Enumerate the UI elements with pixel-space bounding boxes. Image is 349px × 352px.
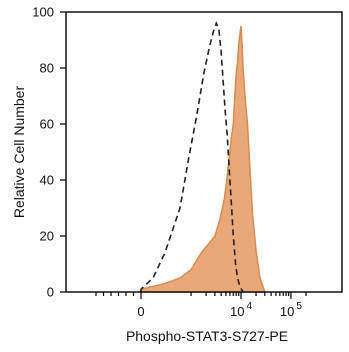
x-axis-title: Phospho-STAT3-S727-PE bbox=[126, 328, 288, 344]
y-axis-title: Relative Cell Number bbox=[11, 86, 27, 219]
plot-frame bbox=[65, 11, 343, 293]
y-axis-ticks: 0 20 40 60 80 100 bbox=[32, 5, 66, 300]
x-tick-label: 10 4 bbox=[230, 301, 252, 319]
y-tick-label: 60 bbox=[40, 117, 54, 132]
series-filled-histogram bbox=[140, 25, 266, 293]
y-tick-label: 20 bbox=[40, 229, 54, 244]
x-tick-label: 10 5 bbox=[280, 301, 302, 319]
y-tick-label: 0 bbox=[47, 285, 54, 300]
y-tick-label: 40 bbox=[40, 173, 54, 188]
plot-area bbox=[140, 21, 266, 293]
axes bbox=[65, 11, 343, 293]
x-axis-ticks: 0 10 4 10 5 bbox=[95, 292, 307, 319]
y-tick-label: 100 bbox=[32, 5, 54, 20]
y-tick-label: 80 bbox=[40, 61, 54, 76]
x-tick-label: 0 bbox=[137, 304, 144, 319]
